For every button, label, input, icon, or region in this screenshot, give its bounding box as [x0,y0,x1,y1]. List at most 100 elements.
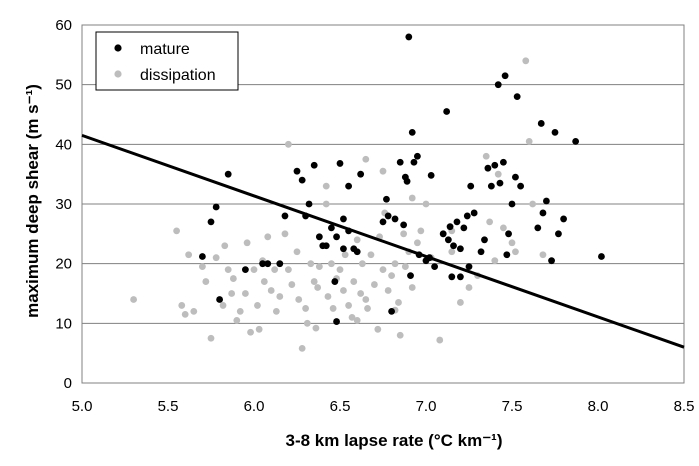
point-dissipation [482,152,490,160]
point-dissipation [267,287,275,294]
point-mature [331,278,339,285]
x-tick-label: 5.5 [158,398,179,415]
legend-label-mature: mature [140,41,190,58]
point-dissipation [408,194,416,202]
point-mature [345,182,352,190]
point-mature [496,179,504,187]
point-dissipation [324,293,332,300]
point-mature [501,72,509,80]
point-mature [336,160,344,167]
point-dissipation [500,224,507,232]
point-dissipation [448,248,456,256]
point-dissipation [400,230,408,238]
point-dissipation [260,278,268,285]
point-dissipation [130,296,138,303]
point-mature [405,33,413,41]
data-points [130,33,605,352]
point-dissipation [295,296,303,303]
x-tick-label: 7.5 [502,398,523,415]
point-dissipation [178,302,186,309]
legend-marker-dissipation [114,70,122,78]
point-mature [431,263,438,271]
point-mature [505,230,512,238]
x-tick-label: 6.5 [330,398,351,415]
point-mature [500,158,507,166]
point-dissipation [508,239,516,247]
point-dissipation [322,182,330,190]
point-mature [460,224,468,232]
point-mature [508,200,516,208]
point-mature [410,158,418,166]
point-dissipation [350,278,358,285]
point-mature [333,233,340,241]
point-mature [407,272,414,279]
point-dissipation [512,248,519,256]
legend-label-dissipation: dissipation [140,67,216,84]
point-mature [298,176,306,184]
y-tick-label: 30 [55,196,72,213]
point-dissipation [486,218,494,226]
point-dissipation [367,251,375,259]
point-dissipation [494,170,502,178]
point-dissipation [243,239,251,247]
point-dissipation [271,266,279,274]
point-mature [264,260,272,268]
point-dissipation [219,302,227,309]
point-dissipation [348,313,356,321]
point-dissipation [328,260,335,268]
point-mature [384,212,392,220]
point-mature [293,167,301,175]
point-mature [512,173,519,181]
point-mature [560,215,567,223]
point-dissipation [491,257,499,265]
point-mature [448,273,456,281]
point-dissipation [276,293,284,300]
point-mature [517,182,524,190]
point-mature [396,158,404,166]
point-dissipation [391,260,399,268]
point-dissipation [353,236,361,244]
point-mature [465,263,473,271]
y-tick-label: 10 [55,315,72,332]
y-tick-label: 40 [55,136,72,153]
point-mature [457,273,464,281]
point-mature [315,233,323,241]
point-mature [487,182,495,190]
point-mature [446,223,454,231]
point-dissipation [336,266,344,274]
point-dissipation [236,308,244,315]
point-dissipation [312,324,320,332]
point-dissipation [362,155,370,163]
point-dissipation [379,266,387,274]
x-tick-label: 7.0 [416,398,437,415]
point-mature [328,224,335,232]
point-dissipation [374,325,382,333]
point-mature [484,164,492,172]
point-mature [259,260,266,268]
point-dissipation [417,227,425,235]
point-mature [457,245,464,253]
point-dissipation [242,290,249,297]
point-dissipation [345,302,352,309]
point-mature [216,296,224,303]
point-mature [310,161,318,169]
point-dissipation [255,325,263,333]
point-mature [467,182,475,190]
point-mature [491,161,499,169]
point-mature [450,242,457,250]
point-mature [340,215,347,223]
point-mature [598,253,605,260]
trend-line [81,133,685,349]
point-dissipation [322,200,330,208]
point-dissipation [181,310,189,318]
point-dissipation [401,263,409,271]
point-dissipation [229,275,237,282]
point-dissipation [207,334,215,342]
point-dissipation [281,230,289,238]
x-tick-label: 8.5 [674,398,695,415]
point-dissipation [212,254,220,262]
point-dissipation [190,308,198,315]
point-dissipation [233,316,241,324]
point-dissipation [357,290,365,297]
point-dissipation [539,251,547,259]
